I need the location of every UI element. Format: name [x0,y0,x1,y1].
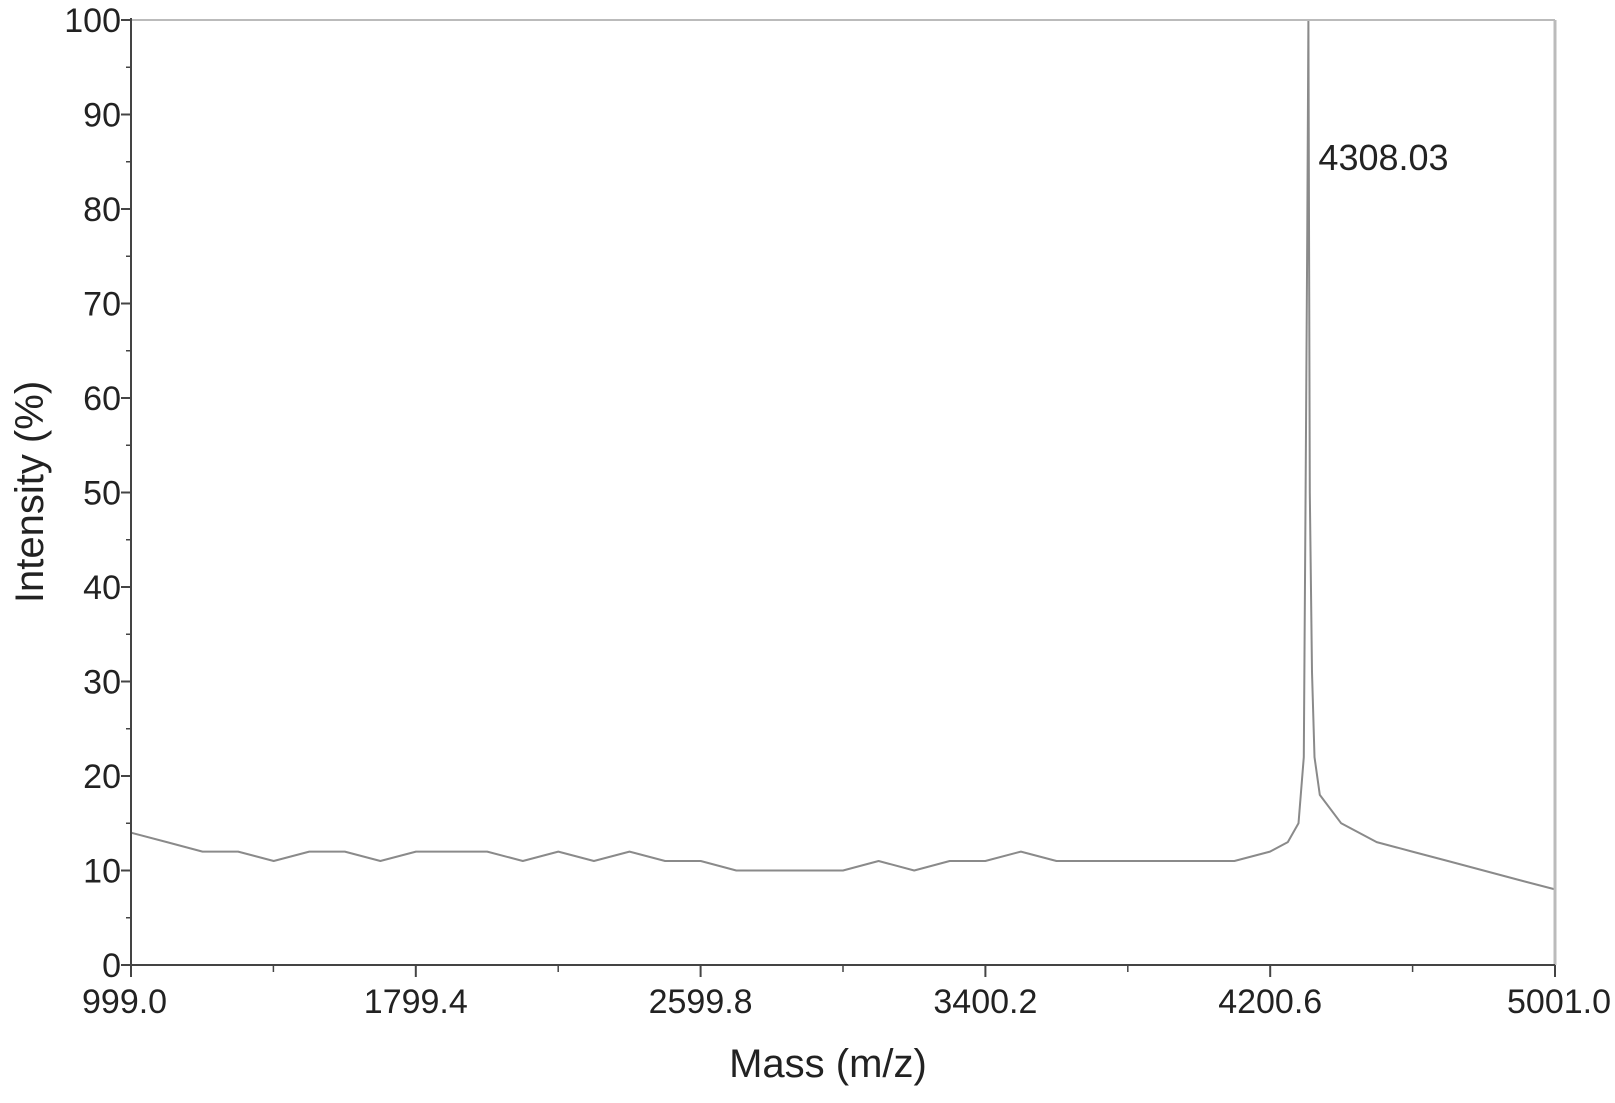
y-tick-label: 70 [83,286,121,324]
y-tick-label: 60 [83,380,121,418]
y-tick-label: 30 [83,664,121,702]
y-tick-label: 100 [64,2,121,40]
x-tick-label: 5001.0 [1507,983,1611,1021]
y-tick-label: 50 [83,475,121,513]
y-tick-label: 80 [83,191,121,229]
series-layer [130,19,1556,891]
x-tick-label: 2599.8 [649,983,753,1021]
x-tick-label: 1799.4 [364,983,468,1021]
y-tick-label: 0 [102,947,121,985]
y-axis-title: Intensity (%) [8,381,52,603]
spectrum-series-line [130,19,1556,891]
annotation-layer: 4308.03 [1318,137,1448,178]
y-tick-label: 20 [83,758,121,796]
x-tick-label: 4200.6 [1218,983,1322,1021]
x-tick-label: 999.0 [82,983,167,1021]
x-axis-title: Mass (m/z) [729,1042,927,1086]
peak-label: 4308.03 [1318,137,1448,178]
y-tick-label: 90 [83,97,121,135]
y-tick-label: 10 [83,853,121,891]
x-tick-label: 3400.2 [933,983,1037,1021]
y-tick-label: 40 [83,569,121,607]
ticks-layer: 0 10 20 30 40 50 60 70 80 90 100 999.0 1799.4 2599.8 3… [64,2,1611,1021]
